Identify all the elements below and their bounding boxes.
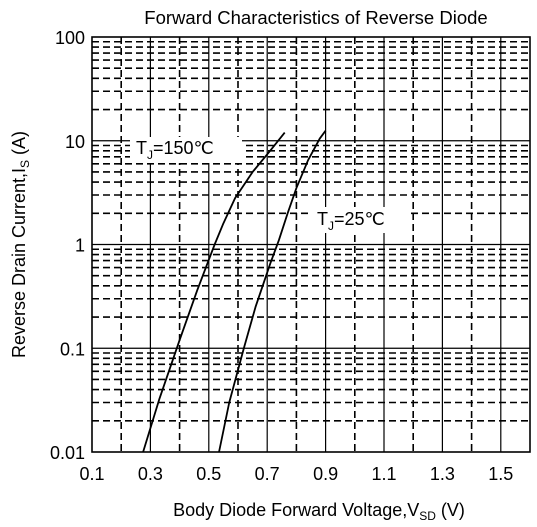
x-tick-label: 1.5 xyxy=(488,464,513,484)
annotation-bg-tj25 xyxy=(311,207,411,233)
x-axis-label: Body Diode Forward Voltage,VSD (V) xyxy=(173,500,465,523)
y-tick-label: 0.1 xyxy=(60,339,85,359)
annotation-tj25: TJ=25℃ xyxy=(317,209,385,233)
x-tick-label: 1.1 xyxy=(371,464,396,484)
y-tick-label: 10 xyxy=(65,132,85,152)
x-tick-label: 0.7 xyxy=(255,464,280,484)
x-tick-label: 0.1 xyxy=(79,464,104,484)
y-tick-label: 1 xyxy=(75,236,85,256)
x-tick-label: 0.3 xyxy=(138,464,163,484)
series-line-tj150 xyxy=(142,131,286,453)
axis-labels: Body Diode Forward Voltage,VSD (V) Revers… xyxy=(9,131,465,523)
x-tick-label: 0.5 xyxy=(196,464,221,484)
series-line-tj25 xyxy=(218,130,327,453)
plot-border xyxy=(91,36,531,453)
y-axis-label: Reverse Drain Current,IS (A) xyxy=(9,131,32,358)
y-tick-label: 0.01 xyxy=(50,443,85,463)
plot-frame xyxy=(91,36,531,453)
grid-layer xyxy=(92,37,530,452)
series-layer xyxy=(142,130,327,453)
annotation-tj150: TJ=150℃ xyxy=(136,138,214,162)
series-annotations: TJ=150℃ TJ=25℃ xyxy=(130,137,411,233)
x-tick-label: 0.9 xyxy=(313,464,338,484)
chart-title: Forward Characteristics of Reverse Diode xyxy=(144,7,488,28)
y-tick-label: 100 xyxy=(55,28,85,48)
annotation-bg-tj150 xyxy=(130,137,242,163)
x-tick-label: 1.3 xyxy=(430,464,455,484)
